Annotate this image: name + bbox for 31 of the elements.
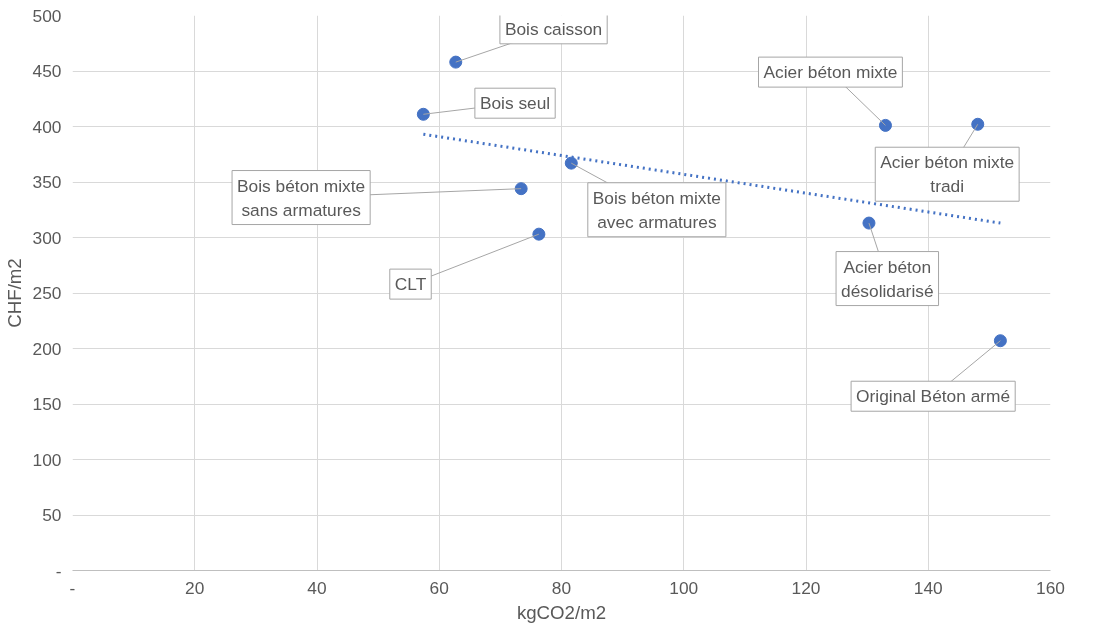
x-tick-label: 80	[551, 577, 572, 598]
y-axis-title: CHF/m2	[3, 258, 25, 328]
y-tick-label: 150	[32, 394, 62, 414]
x-tick-label: 100	[669, 577, 699, 598]
y-tick-label: 350	[32, 172, 62, 192]
annotation: Original Béton armé	[856, 386, 1011, 407]
y-tick-label: 400	[32, 116, 62, 137]
annotation: CLT	[394, 274, 427, 295]
y-tick-label: 250	[32, 283, 62, 303]
x-tick-label: 120	[791, 577, 821, 598]
x-tick-label: 40	[307, 577, 327, 598]
y-tick-label: 300	[32, 227, 62, 248]
annotation: Bois caisson	[504, 18, 603, 39]
y-tick-label: 100	[32, 449, 62, 470]
annotation: Acier béton mixte	[763, 62, 898, 83]
x-tick-label: 60	[429, 577, 449, 598]
y-tick-label: -	[55, 560, 62, 581]
y-tick-label: 450	[32, 61, 62, 81]
x-tick-label: 160	[1036, 577, 1065, 598]
annotation: Acier béton désolidarisé	[841, 256, 934, 301]
x-tick-label: 140	[913, 577, 943, 598]
y-tick-label: 500	[32, 5, 62, 26]
x-tick-label: -	[69, 577, 76, 598]
annotation: Acier béton mixte tradi	[880, 152, 1015, 197]
annotation: Bois béton mixte avec armatures	[592, 187, 721, 232]
x-axis-title: kgCO2/m2	[516, 601, 607, 623]
x-tick-label: 20	[185, 577, 205, 598]
annotation: Bois béton mixte sans armatures	[237, 175, 366, 220]
y-tick-label: 200	[32, 338, 62, 359]
annotation: Bois seul	[479, 93, 551, 114]
y-tick-label: 50	[42, 505, 62, 525]
